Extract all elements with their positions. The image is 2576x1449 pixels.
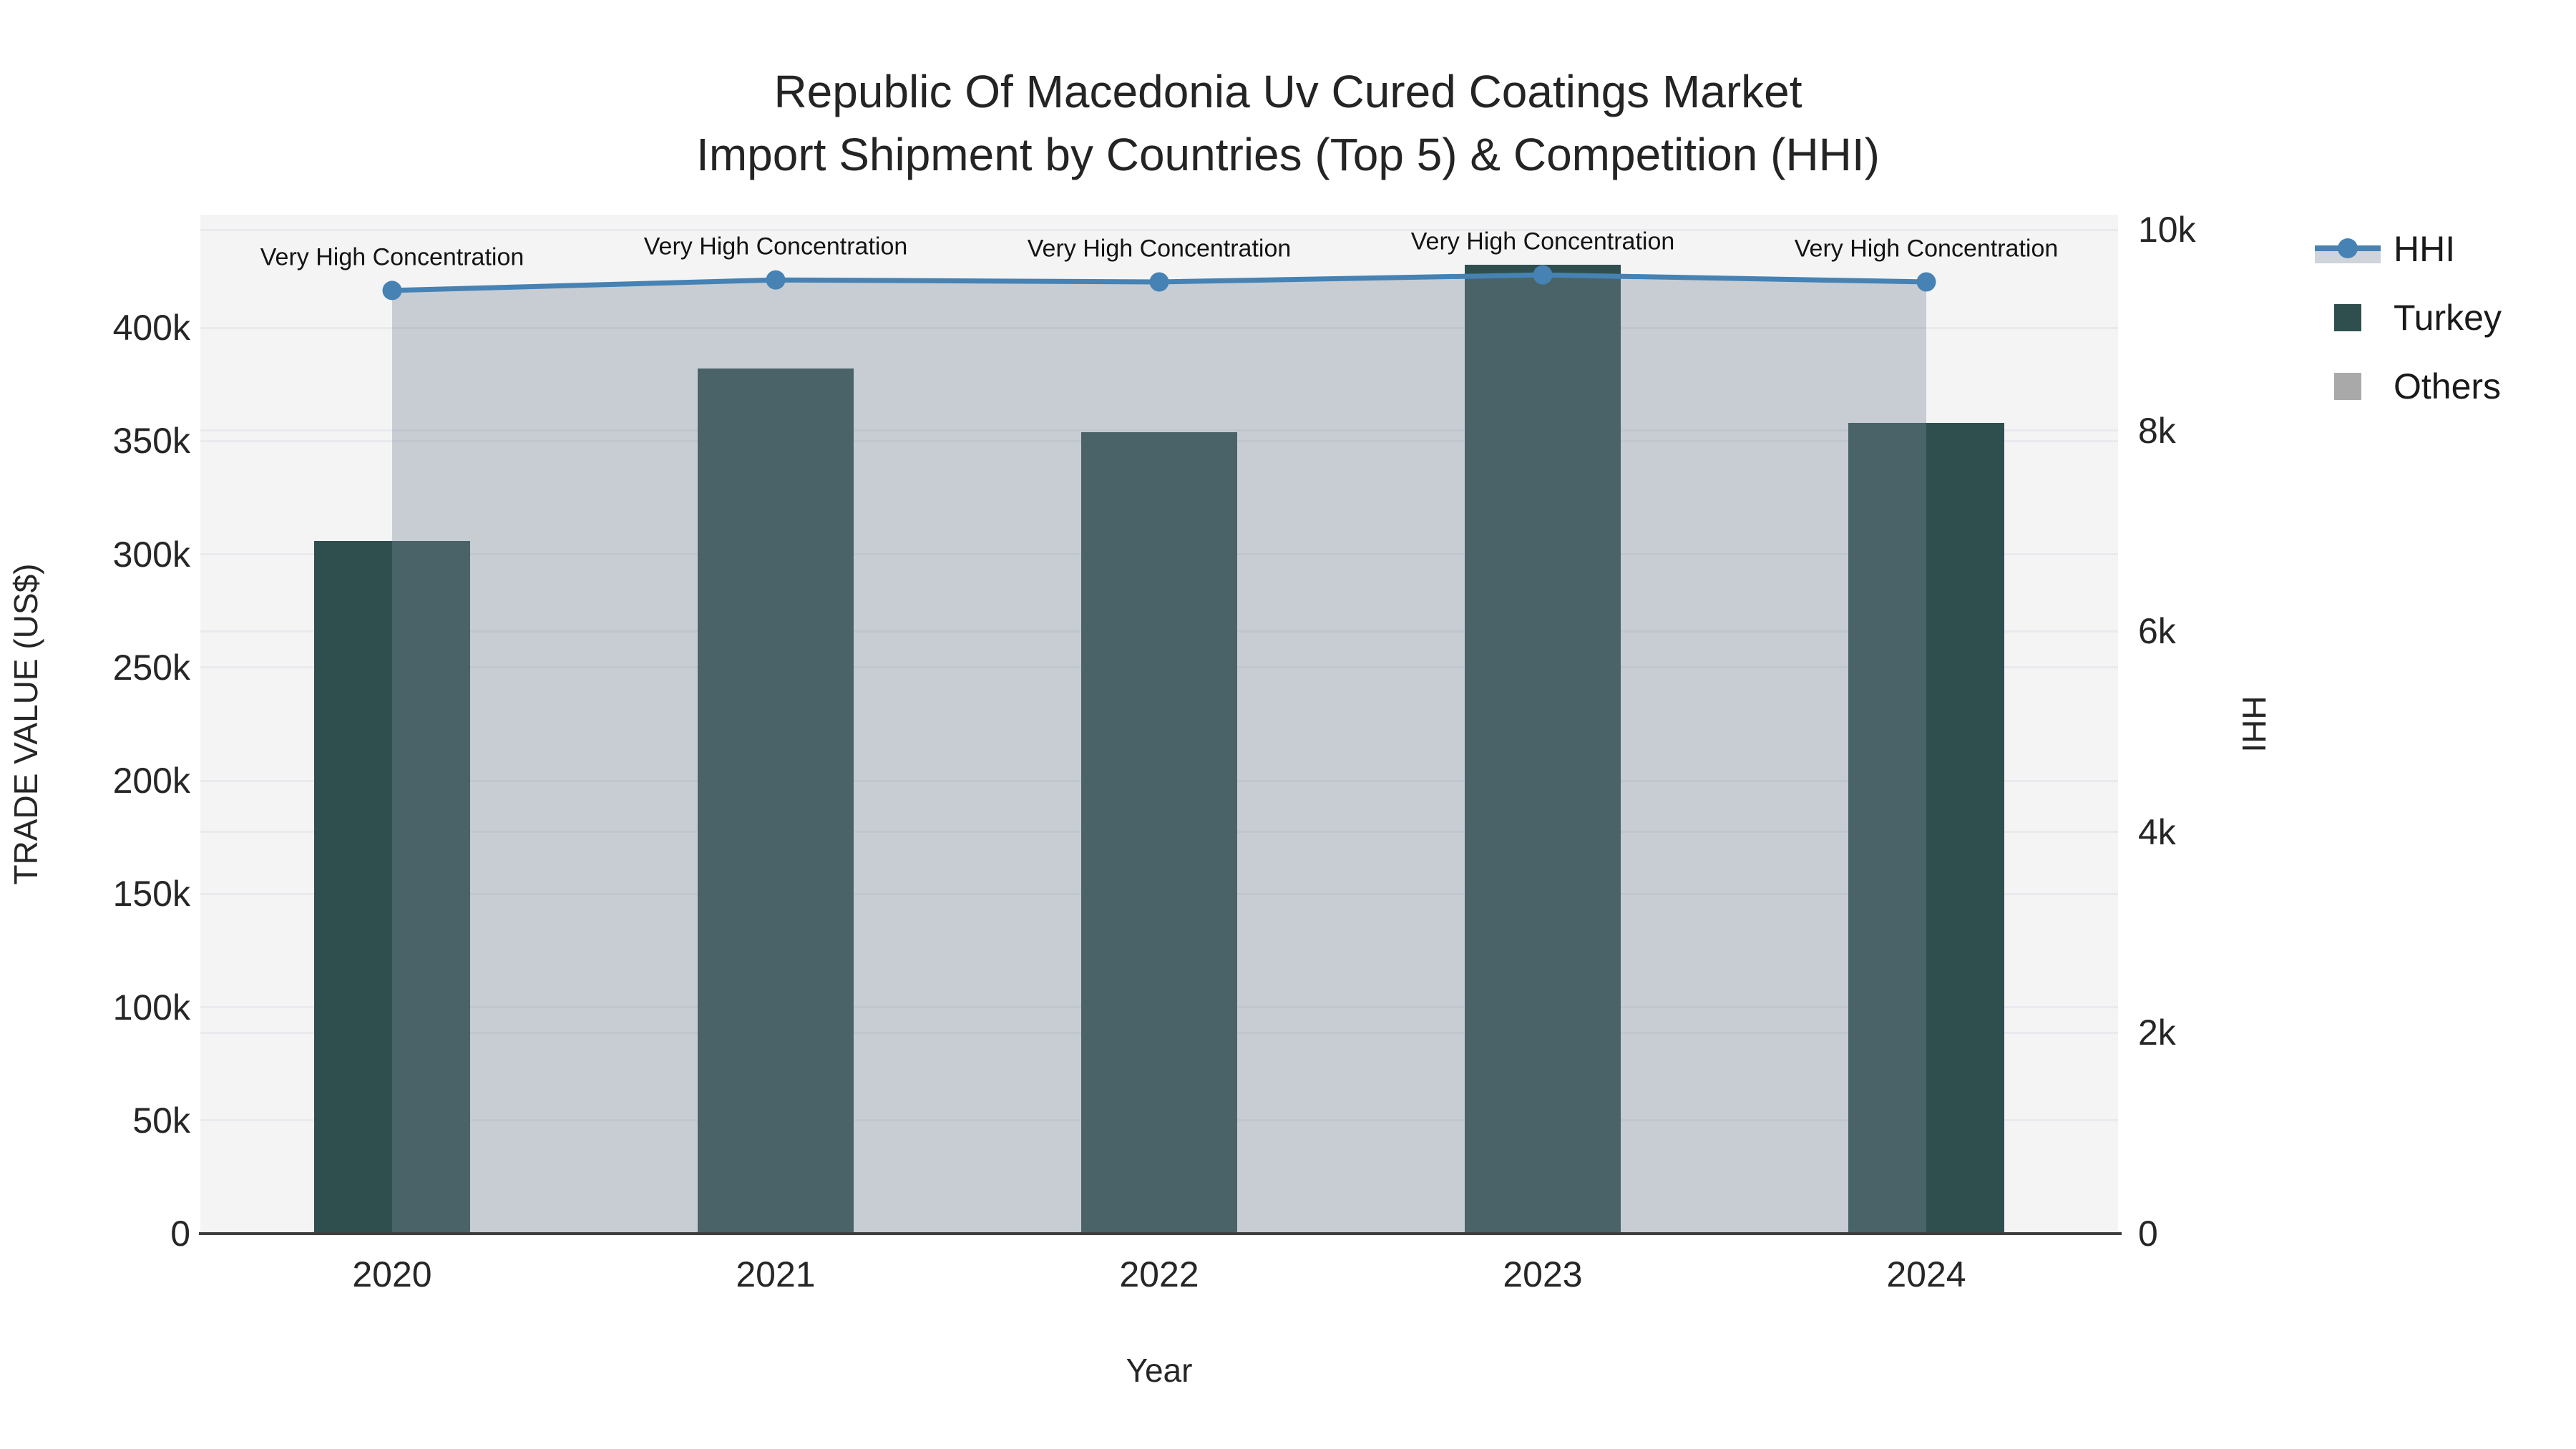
bar-turkey-2020[interactable] [314,540,470,1234]
gridline [200,326,2118,329]
x-tick-label-2021: 2021 [736,1254,816,1294]
y-right-axis-title: HHI [2235,696,2273,753]
legend-label-others: Others [2394,366,2502,406]
bar-turkey-2023[interactable] [1465,264,1621,1234]
y-right-tick-label: 8k [2138,410,2176,451]
legend-label-turkey: Turkey [2394,298,2502,338]
y-left-tick-label: 100k [112,987,190,1028]
legend-label-hhi: HHI [2394,229,2456,269]
y-right-tick-label: 2k [2138,1013,2176,1053]
others-swatch-icon [2315,373,2381,400]
y-left-axis-title: TRADE VALUE (US$) [7,563,44,885]
legend-item-others[interactable]: Others [2315,366,2502,406]
annotation-2022: Very High Concentration [1027,235,1292,263]
bar-turkey-2022[interactable] [1081,431,1237,1234]
legend-item-hhi[interactable]: HHI [2315,229,2502,269]
y-left-tick-label: 300k [112,534,190,575]
y-left-tick-label: 50k [132,1100,190,1141]
hhi-area-fill [392,275,1926,1234]
bar-turkey-2021[interactable] [698,369,854,1234]
chart-title-line1: Republic Of Macedonia Uv Cured Coatings … [774,66,1802,117]
y-left-tick-label: 150k [112,874,190,914]
x-tick-label-2020: 2020 [352,1254,432,1294]
x-tick-label-2023: 2023 [1503,1254,1583,1294]
y-left-tick-label: 400k [112,308,190,348]
hhi-marker-2022[interactable] [1149,272,1169,292]
legend-item-turkey[interactable]: Turkey [2315,298,2502,338]
x-tick-label-2024: 2024 [1886,1254,1966,1294]
bar-turkey-2024[interactable] [1848,423,2004,1234]
y-right-tick-label: 10k [2138,210,2196,250]
hhi-line-icon [2315,229,2381,269]
gridline [200,228,2118,231]
y-right-tick-label: 6k [2138,611,2176,652]
x-axis-title: Year [1126,1352,1193,1389]
x-tick-label-2022: 2022 [1119,1254,1199,1294]
y-left-tick-label: 0 [170,1214,190,1254]
annotation-2020: Very High Concentration [260,243,525,271]
hhi-marker-2024[interactable] [1916,272,1936,292]
hhi-marker-2021[interactable] [766,270,786,290]
legend: HHI Turkey Others [2315,229,2502,435]
y-left-tick-label: 350k [112,421,190,462]
plot-area [200,215,2118,1234]
annotation-2023: Very High Concentration [1410,228,1675,255]
y-left-tick-label: 250k [112,647,190,688]
y-right-tick-label: 0 [2138,1214,2158,1254]
y-left-tick-label: 200k [112,761,190,801]
annotation-2024: Very High Concentration [1794,235,2059,263]
hhi-line-layer [382,265,1936,1234]
x-axis-line [199,1232,2122,1235]
annotation-2021: Very High Concentration [643,233,908,260]
gridline [200,429,2118,432]
chart-title-line2: Import Shipment by Countries (Top 5) & C… [696,129,1880,180]
turkey-swatch-icon [2315,304,2381,331]
hhi-marker-2023[interactable] [1533,265,1553,285]
y-right-tick-label: 4k [2138,811,2176,852]
chart-title: Republic Of Macedonia Uv Cured Coatings … [0,60,2576,186]
hhi-marker-2020[interactable] [382,280,402,301]
